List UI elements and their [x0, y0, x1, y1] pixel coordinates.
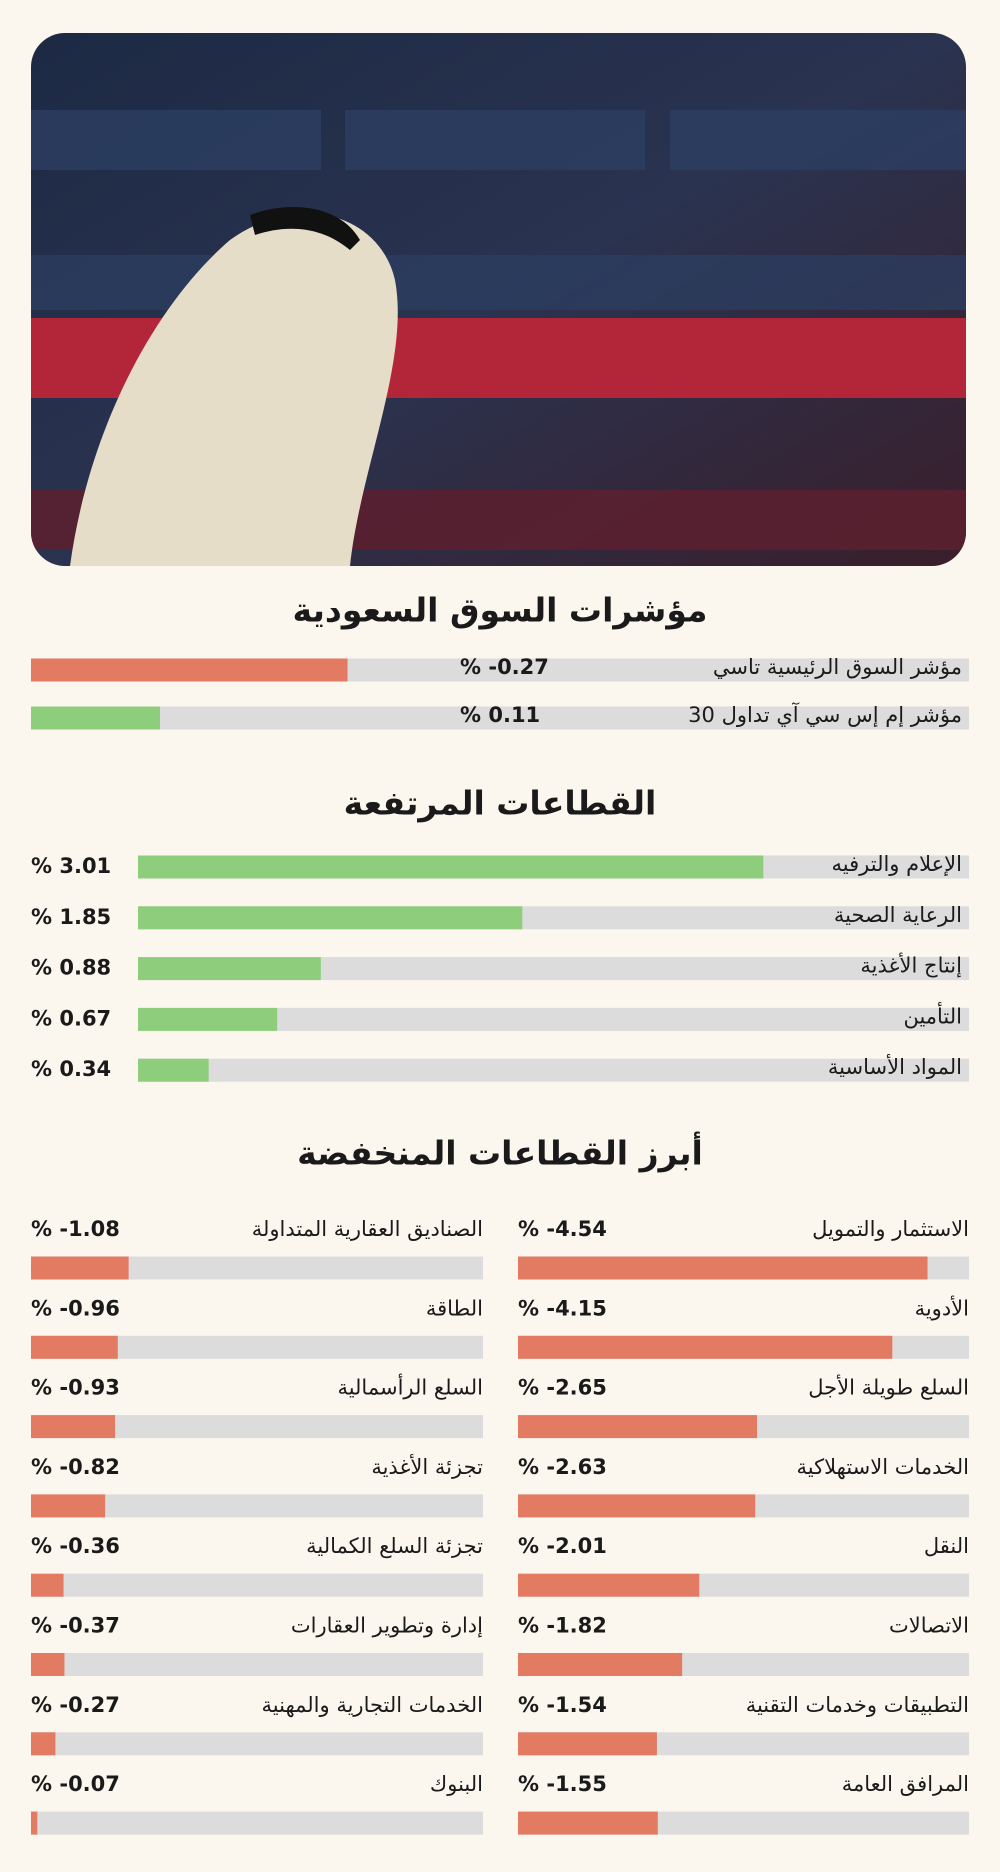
bar-track [138, 1058, 969, 1082]
bar [31, 1415, 116, 1439]
value-label: % -1.54 [518, 1693, 607, 1717]
bar [31, 1732, 56, 1756]
value-label: % -0.27 [460, 655, 549, 679]
value-label: % -0.27 [31, 1693, 120, 1717]
value-label: % -2.01 [518, 1534, 607, 1558]
bar-track [138, 1007, 969, 1031]
category-label: مؤشر إم إس سي آي تداول 30 [688, 702, 962, 728]
category-label: الخدمات الاستهلاكية [797, 1455, 969, 1479]
value-label: % -0.82 [31, 1455, 120, 1479]
bar [518, 1335, 893, 1359]
category-label: السلع الرأسمالية [337, 1374, 483, 1400]
value-label: % -0.96 [31, 1296, 120, 1320]
bar [31, 1811, 38, 1835]
photo [31, 33, 966, 566]
value-label: % 3.01 [31, 854, 111, 878]
category-label: الخدمات التجارية والمهنية [262, 1693, 483, 1717]
category-label: النقل [924, 1534, 969, 1558]
bar-track [31, 1415, 483, 1439]
category-label: الرعاية الصحية [834, 903, 962, 927]
bar-track [31, 1732, 483, 1756]
value-label: % 0.67 [31, 1006, 111, 1030]
bar [31, 658, 348, 682]
bar [31, 1335, 118, 1359]
category-label: تجزئة الأغذية [371, 1454, 483, 1479]
bar [138, 906, 523, 930]
value-label: % -0.37 [31, 1614, 120, 1638]
category-label: البنوك [430, 1772, 483, 1796]
bar [518, 1494, 756, 1518]
category-label: الاستثمار والتمويل [812, 1217, 969, 1241]
bar-track [31, 706, 969, 730]
bar [138, 855, 764, 879]
bar-track [31, 1256, 483, 1280]
bar [138, 957, 321, 981]
category-label: الأدوية [915, 1295, 969, 1320]
bar [31, 1573, 64, 1597]
category-label: التطبيقات وخدمات التقنية [746, 1693, 969, 1717]
value-label: % -0.36 [31, 1534, 120, 1558]
value-label: % -1.82 [518, 1614, 607, 1638]
category-label: الاتصالات [889, 1614, 969, 1638]
bar [138, 1007, 278, 1031]
bar-track [31, 1653, 483, 1676]
value-label: % -2.65 [518, 1376, 607, 1400]
bar-track [31, 1335, 483, 1359]
category-label: المرافق العامة [842, 1772, 969, 1796]
category-label: التأمين [903, 1001, 962, 1028]
category-label: المواد الأساسية [828, 1054, 962, 1079]
bar [31, 1653, 65, 1676]
bar [518, 1415, 758, 1439]
value-label: % 0.11 [460, 703, 540, 727]
value-label: % 1.85 [31, 905, 111, 929]
category-label: الإعلام والترفيه [832, 852, 962, 876]
category-label: الصناديق العقارية المتداولة [252, 1217, 483, 1241]
value-label: % -0.93 [31, 1376, 120, 1400]
bar [518, 1573, 700, 1597]
bar [31, 1494, 106, 1518]
bar [31, 706, 160, 730]
category-label: إنتاج الأغذية [860, 953, 962, 979]
bar [31, 1256, 129, 1280]
chart-title: أبرز القطاعات المنخفضة [297, 1132, 703, 1174]
category-label: إدارة وتطوير العقارات [291, 1614, 483, 1639]
value-label: % -4.54 [518, 1217, 607, 1241]
category-label: الطاقة [426, 1296, 483, 1320]
chart-title: القطاعات المرتفعة [344, 784, 657, 824]
chart-title: مؤشرات السوق السعودية [293, 591, 708, 631]
value-label: % -4.15 [518, 1296, 607, 1320]
value-label: % 0.34 [31, 1057, 111, 1081]
value-label: % -2.63 [518, 1455, 607, 1479]
bar-track [138, 957, 969, 981]
category-label: مؤشر السوق الرئيسية تاسي [713, 655, 962, 679]
value-label: % 0.88 [31, 956, 111, 980]
bar-track [31, 1811, 483, 1835]
bar-track [31, 1494, 483, 1518]
bar [518, 1256, 928, 1280]
bar [518, 1811, 658, 1835]
bar-track [31, 1573, 483, 1597]
bar [138, 1058, 209, 1082]
category-label: السلع طويلة الأجل [808, 1375, 969, 1400]
bar [518, 1732, 657, 1756]
value-label: % -1.08 [31, 1217, 120, 1241]
category-label: تجزئة السلع الكمالية [306, 1534, 483, 1558]
value-label: % -0.07 [31, 1772, 120, 1796]
value-label: % -1.55 [518, 1772, 607, 1796]
bar [518, 1653, 683, 1676]
